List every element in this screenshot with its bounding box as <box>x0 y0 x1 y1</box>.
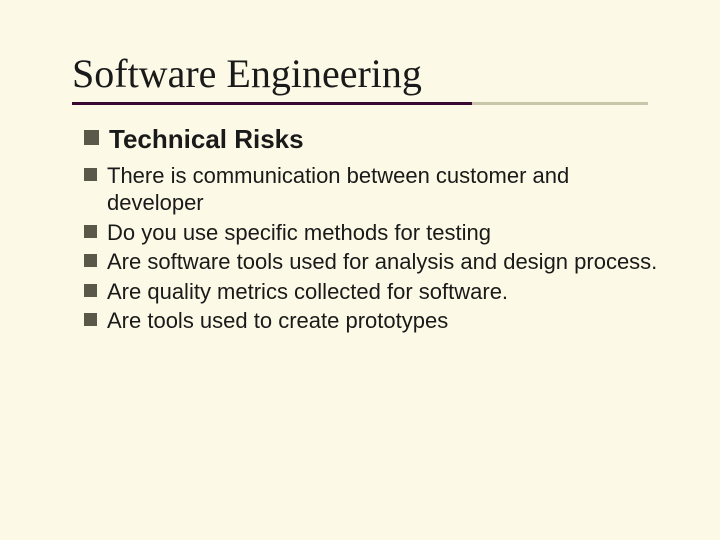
slide-title: Software Engineering <box>72 52 648 96</box>
list-item-text: Are software tools used for analysis and… <box>107 248 657 276</box>
content-block: Technical Risks There is communication b… <box>0 105 720 335</box>
list-item: Are software tools used for analysis and… <box>84 248 660 276</box>
subtitle-text: Technical Risks <box>109 123 304 156</box>
square-bullet-icon <box>84 225 97 238</box>
title-block: Software Engineering <box>0 0 648 105</box>
list-item-text: Are quality metrics collected for softwa… <box>107 278 508 306</box>
list-item: Are tools used to create prototypes <box>84 307 660 335</box>
square-bullet-icon <box>84 168 97 181</box>
square-bullet-icon <box>84 254 97 267</box>
square-bullet-icon <box>84 284 97 297</box>
square-bullet-icon <box>84 313 97 326</box>
list-item: Do you use specific methods for testing <box>84 219 660 247</box>
list-item-text: Are tools used to create prototypes <box>107 307 448 335</box>
list-item-text: There is communication between customer … <box>107 162 660 217</box>
title-underline <box>72 102 648 105</box>
list-item: There is communication between customer … <box>84 162 660 217</box>
subtitle-item: Technical Risks <box>84 123 660 156</box>
list-item: Are quality metrics collected for softwa… <box>84 278 660 306</box>
square-bullet-icon <box>84 130 99 145</box>
slide: Software Engineering Technical Risks The… <box>0 0 720 540</box>
list-item-text: Do you use specific methods for testing <box>107 219 491 247</box>
bullet-list: There is communication between customer … <box>84 162 660 335</box>
